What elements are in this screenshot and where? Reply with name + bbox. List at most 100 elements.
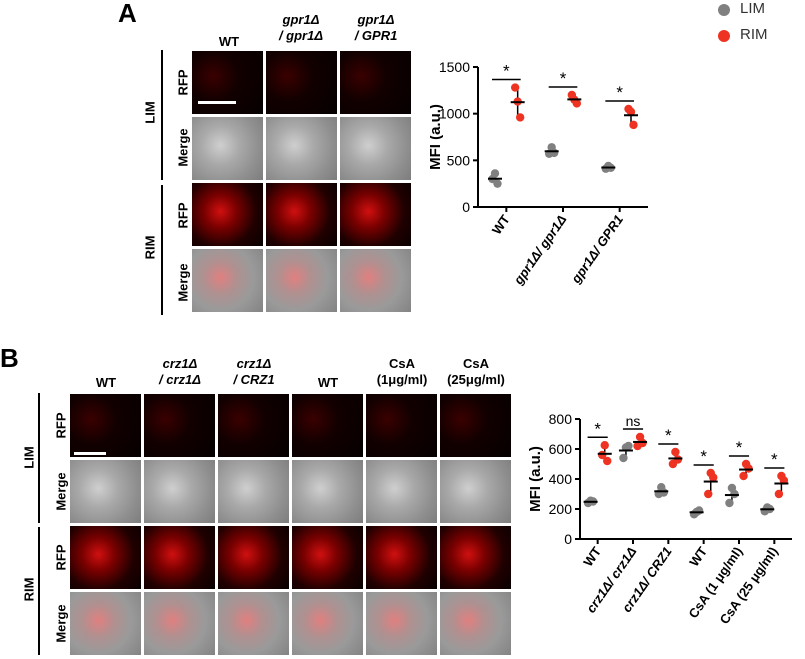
panel-a-col-header-1: WT bbox=[193, 34, 265, 50]
y-tick-label: 500 bbox=[447, 152, 471, 168]
data-point-lim bbox=[659, 488, 668, 497]
scale-bar bbox=[198, 101, 236, 104]
panel-b-group-line-rim bbox=[38, 527, 40, 655]
data-point-rim bbox=[709, 473, 718, 482]
x-tick-label: WT bbox=[686, 544, 710, 569]
panel-a-micrograph-lim-merge-gpr1 bbox=[266, 117, 337, 180]
panel-b-micrograph-rim-merge-5 bbox=[366, 592, 437, 655]
col-header-line: WT bbox=[317, 375, 339, 390]
panel-a-micrograph-rim-merge-gpr1 bbox=[266, 249, 337, 312]
panel-b-micrograph-rim-rfp-4 bbox=[292, 526, 363, 589]
col-header-line: WT bbox=[95, 375, 117, 390]
panel-b-micrograph-lim-merge-5 bbox=[366, 460, 437, 523]
panel-b-micrograph-lim-merge-4 bbox=[292, 460, 363, 523]
panel-b-micrograph-rim-merge-1 bbox=[70, 592, 141, 655]
legend-label-lim: LIM bbox=[740, 0, 766, 17]
x-tick-label: gpr1Δ/ GPR1 bbox=[568, 212, 626, 287]
legend-label-rim: RIM bbox=[740, 26, 768, 43]
panel-a-micrograph-lim-rfp-wt bbox=[192, 51, 263, 114]
scale-bar bbox=[74, 452, 106, 455]
y-tick-label: 0 bbox=[564, 531, 572, 547]
panel-b-micrograph-rim-rfp-2 bbox=[144, 526, 215, 589]
col-header-line: CsA bbox=[462, 356, 489, 371]
panel-a-micrograph-rim-merge-gpr1-comp bbox=[340, 249, 411, 312]
panel-a-micrograph-lim-rfp-gpr1 bbox=[266, 51, 337, 114]
panel-b-group-label-lim: LIM bbox=[21, 446, 37, 469]
panel-b-micrograph-lim-rfp-1 bbox=[70, 394, 141, 457]
col-header-line: CsA bbox=[388, 356, 415, 371]
significance-label: * bbox=[771, 450, 778, 469]
y-axis-label: MFI (a.u.) bbox=[430, 104, 444, 170]
data-point-rim bbox=[774, 489, 784, 499]
significance-label: * bbox=[503, 62, 510, 81]
data-point-rim bbox=[638, 438, 647, 448]
data-point-lim bbox=[549, 148, 559, 158]
significance-label: * bbox=[616, 83, 623, 102]
col-header-line: / GPR1 bbox=[354, 28, 398, 43]
data-point-rim bbox=[510, 83, 520, 92]
panel-b-micrograph-rim-merge-4 bbox=[292, 592, 363, 655]
col-header-line: / CRZ1 bbox=[233, 372, 275, 387]
panel-a-micrograph-rim-rfp-wt bbox=[192, 183, 263, 246]
panel-b-row-label-rfp: RFP bbox=[53, 412, 69, 439]
panel-b-row-label-merge: Merge bbox=[53, 604, 69, 643]
data-point-rim bbox=[671, 447, 680, 457]
panel-a-col-header-3: gpr1Δ / GPR1 bbox=[338, 12, 414, 44]
panel-b-micrograph-lim-merge-6 bbox=[440, 460, 511, 523]
panel-a-micrograph-lim-merge-wt bbox=[192, 117, 263, 180]
y-tick-label: 600 bbox=[549, 441, 573, 457]
panel-a-micrograph-rim-merge-wt bbox=[192, 249, 263, 312]
legend-marker-rim bbox=[718, 30, 730, 42]
panel-b-micrograph-rim-merge-2 bbox=[144, 592, 215, 655]
col-header-line: / crz1Δ bbox=[159, 372, 201, 387]
col-header-line: crz1Δ bbox=[162, 356, 198, 371]
chart-a: 0 500 1000 1500 MFI (a.u.) WT * gpr1Δ/ gpr1Δ * gp… bbox=[430, 59, 648, 288]
panel-b-micrograph-lim-merge-2 bbox=[144, 460, 215, 523]
panel-b-col-header-6: CsA (25μg/ml) bbox=[440, 356, 512, 388]
col-header-line: (1μg/ml) bbox=[376, 372, 428, 387]
data-point-lim bbox=[490, 169, 500, 178]
data-point-lim bbox=[694, 506, 704, 515]
data-point-rim bbox=[704, 489, 713, 499]
significance-label: * bbox=[665, 426, 672, 445]
data-point-rim bbox=[600, 441, 609, 450]
significance-label: * bbox=[594, 419, 601, 438]
panel-a-row-label-merge: Merge bbox=[175, 263, 191, 302]
panel-a-group-label-rim: RIM bbox=[142, 235, 158, 260]
panel-b-col-header-4: WT bbox=[292, 375, 364, 391]
y-axis-label: MFI (a.u.) bbox=[527, 446, 544, 512]
panel-b-micrograph-lim-merge-3 bbox=[218, 460, 289, 523]
col-header-line: WT bbox=[218, 34, 240, 49]
panel-b-micrograph-rim-rfp-6 bbox=[440, 526, 511, 589]
panel-a-micrograph-rim-rfp-gpr1-comp bbox=[340, 183, 411, 246]
panel-b-col-header-5: CsA (1μg/ml) bbox=[366, 356, 438, 388]
panel-b-micrograph-rim-merge-3 bbox=[218, 592, 289, 655]
col-header-line: gpr1Δ bbox=[282, 12, 320, 27]
panel-b-micrograph-rim-merge-6 bbox=[440, 592, 511, 655]
data-point-rim bbox=[603, 456, 612, 466]
panel-b-micrograph-lim-rfp-5 bbox=[366, 394, 437, 457]
x-tick-label: WT bbox=[489, 212, 513, 237]
panel-a-row-label-rfp: RFP bbox=[175, 69, 191, 96]
panel-b-micrograph-rim-rfp-3 bbox=[218, 526, 289, 589]
data-point-rim bbox=[673, 455, 683, 464]
data-point-lim bbox=[725, 498, 734, 508]
data-point-rim bbox=[629, 120, 638, 130]
significance-label: * bbox=[560, 69, 567, 88]
col-header-line: crz1Δ bbox=[236, 356, 272, 371]
panel-b-col-header-2: crz1Δ / crz1Δ bbox=[144, 356, 216, 388]
panel-a-micrograph-rim-rfp-gpr1 bbox=[266, 183, 337, 246]
panel-a-row-label-merge: Merge bbox=[175, 128, 191, 167]
significance-label: ns bbox=[626, 413, 641, 429]
panel-a-row-label-rfp: RFP bbox=[175, 202, 191, 229]
x-tick-label: gpr1Δ/ gpr1Δ bbox=[510, 212, 569, 288]
data-point-rim bbox=[739, 471, 748, 481]
panel-letter-b: B bbox=[0, 343, 19, 373]
panel-a-micrograph-lim-merge-gpr1-comp bbox=[340, 117, 411, 180]
panel-a-micrograph-lim-rfp-gpr1-comp bbox=[340, 51, 411, 114]
panel-b-group-line-lim bbox=[38, 393, 40, 523]
y-tick-label: 1500 bbox=[439, 59, 470, 75]
data-point-lim bbox=[730, 489, 739, 499]
col-header-line: / gpr1Δ bbox=[278, 28, 324, 43]
y-tick-label: 1000 bbox=[439, 106, 470, 122]
